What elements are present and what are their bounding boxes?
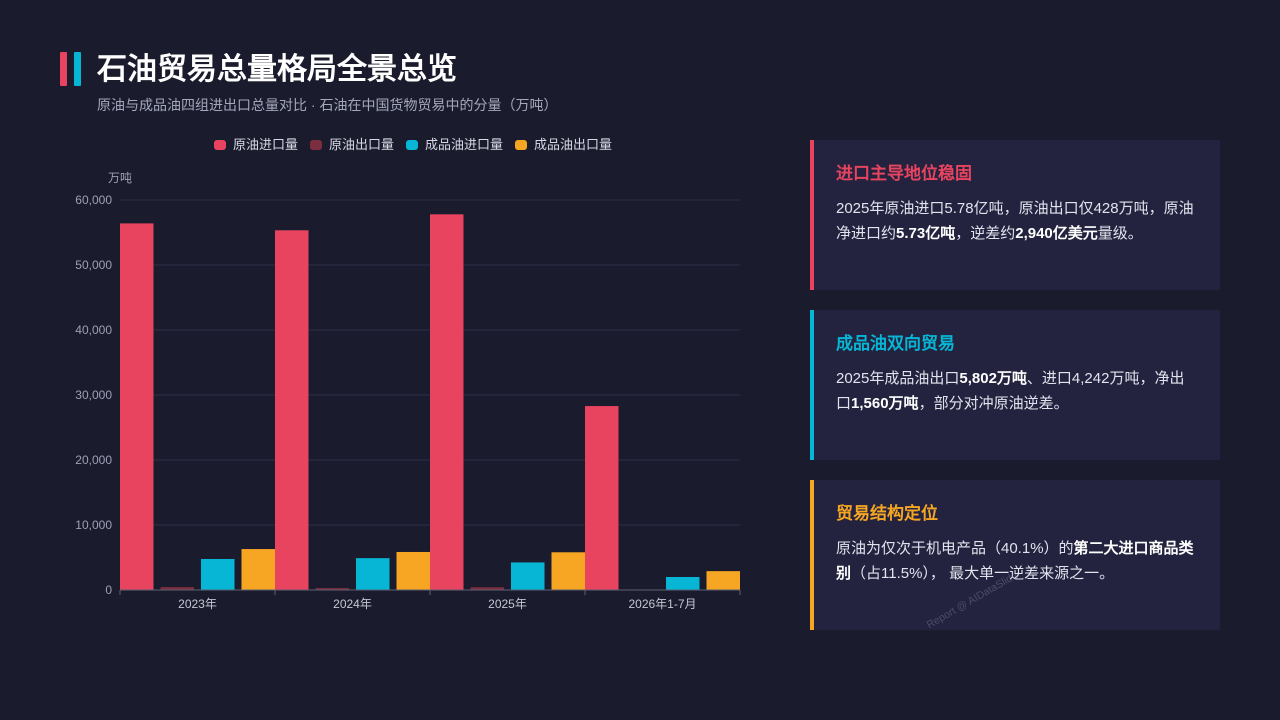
card-text: 2025年原油进口5.78亿吨，原油出口仅428万吨，原油净进口约 bbox=[836, 200, 1194, 242]
x-tick-label: 2025年 bbox=[488, 597, 527, 611]
bar-crude-import-3 bbox=[430, 214, 464, 591]
card-highlight: 1,560万吨 bbox=[851, 395, 919, 412]
legend-item-crude-export[interactable]: 原油出口量 bbox=[310, 137, 394, 153]
bar-crude-import-2 bbox=[275, 230, 309, 590]
card-heading: 进口主导地位稳固 bbox=[836, 164, 972, 183]
bar-crude-export-1 bbox=[160, 587, 194, 590]
card-text: （占11.5%）， 最大单一逆差来源之一。 bbox=[851, 565, 1115, 582]
x-tick-label: 2026年1-7月 bbox=[628, 597, 696, 611]
card-highlight: 2,940亿美元 bbox=[1015, 225, 1098, 242]
page-subtitle: 原油与成品油四组进出口总量对比 · 石油在中国货物贸易中的分量（万吨） bbox=[97, 97, 558, 113]
y-tick-label: 30,000 bbox=[75, 388, 112, 402]
bar-product-export-4 bbox=[706, 571, 740, 590]
bar-crude-import-4 bbox=[585, 406, 619, 590]
bar-product-import-1 bbox=[201, 558, 235, 590]
card-text: 、进口4,242万吨，净出口 bbox=[836, 370, 1185, 412]
legend-label: 成品油出口量 bbox=[534, 137, 613, 152]
bar-product-export-3 bbox=[551, 552, 585, 590]
card-text: ，部分对冲原油逆差。 bbox=[918, 395, 1069, 412]
card-body: 2025年原油进口5.78亿吨，原油出口仅428万吨，原油净进口约5.73亿吨，… bbox=[836, 196, 1198, 246]
legend-marker bbox=[310, 140, 323, 150]
bar-crude-import-1 bbox=[120, 223, 154, 590]
bar-product-export-1 bbox=[241, 549, 275, 590]
insight-card-trade-structure: 贸易结构定位 原油为仅次于机电产品（40.1%）的第二大进口商品类别（占11.5… bbox=[810, 480, 1220, 630]
x-tick-label: 2023年 bbox=[178, 597, 217, 611]
legend-label: 原油进口量 bbox=[233, 137, 299, 152]
bar-crude-export-3 bbox=[470, 587, 504, 590]
y-tick-label: 40,000 bbox=[75, 323, 112, 337]
card-text: ，逆差约 bbox=[955, 225, 1016, 242]
legend-marker bbox=[214, 140, 226, 150]
bar-chart-svg: 万吨 2023年 2024年 2025年 2026年1-7月 0 10,000 20,000… bbox=[75, 171, 741, 611]
y-tick-label: 20,000 bbox=[75, 453, 112, 467]
legend-marker bbox=[406, 140, 419, 150]
chart-legend: 原油进口量 原油出口量 成品油进口量 成品油出口量 bbox=[214, 137, 612, 153]
x-tick-label: 2024年 bbox=[333, 597, 372, 611]
card-heading: 贸易结构定位 bbox=[836, 504, 938, 523]
y-axis-unit-label: 万吨 bbox=[108, 171, 132, 185]
legend-item-product-export[interactable]: 成品油出口量 bbox=[515, 137, 612, 153]
insight-card-product-trade: 成品油双向贸易 2025年成品油出口5,802万吨、进口4,242万吨，净出口1… bbox=[810, 310, 1220, 460]
y-tick-label: 0 bbox=[105, 583, 112, 597]
title-accent-bar-cyan bbox=[74, 52, 81, 86]
page-title: 石油贸易总量格局全景总览 bbox=[97, 53, 457, 86]
card-highlight: 5,802万吨 bbox=[959, 370, 1027, 387]
card-highlight: 5.73亿吨 bbox=[896, 225, 956, 242]
bar-crude-export-2 bbox=[315, 588, 349, 590]
bar-product-import-4 bbox=[666, 577, 700, 590]
card-text: 原油为仅次于机电产品（40.1%）的 bbox=[836, 540, 1074, 557]
card-text: 量级。 bbox=[1097, 225, 1143, 242]
legend-item-product-import[interactable]: 成品油进口量 bbox=[406, 137, 503, 153]
bar-chart: 万吨 2023年 2024年 2025年 2026年1-7月 0 10,000 20,000… bbox=[40, 165, 760, 620]
y-tick-label: 60,000 bbox=[75, 193, 112, 207]
bar-product-import-2 bbox=[356, 558, 390, 590]
y-tick-label: 50,000 bbox=[75, 258, 112, 272]
card-highlight: 第二大进口商品类别 bbox=[836, 540, 1194, 582]
legend-marker bbox=[515, 140, 528, 150]
card-text: 2025年成品油出口 bbox=[836, 370, 960, 387]
legend-label: 成品油进口量 bbox=[425, 137, 504, 152]
card-body: 2025年成品油出口5,802万吨、进口4,242万吨，净出口1,560万吨，部… bbox=[836, 366, 1198, 416]
insight-card-import-dominance: 进口主导地位稳固 2025年原油进口5.78亿吨，原油出口仅428万吨，原油净进… bbox=[810, 140, 1220, 290]
y-tick-label: 10,000 bbox=[75, 518, 112, 532]
title-accent-bar-red bbox=[60, 52, 67, 86]
card-body: 原油为仅次于机电产品（40.1%）的第二大进口商品类别（占11.5%）， 最大单… bbox=[836, 536, 1198, 586]
card-heading: 成品油双向贸易 bbox=[836, 334, 955, 353]
legend-label: 原油出口量 bbox=[329, 137, 395, 152]
legend-item-crude-import[interactable]: 原油进口量 bbox=[214, 137, 298, 153]
bar-product-export-2 bbox=[396, 551, 430, 590]
bar-product-import-3 bbox=[511, 562, 545, 590]
